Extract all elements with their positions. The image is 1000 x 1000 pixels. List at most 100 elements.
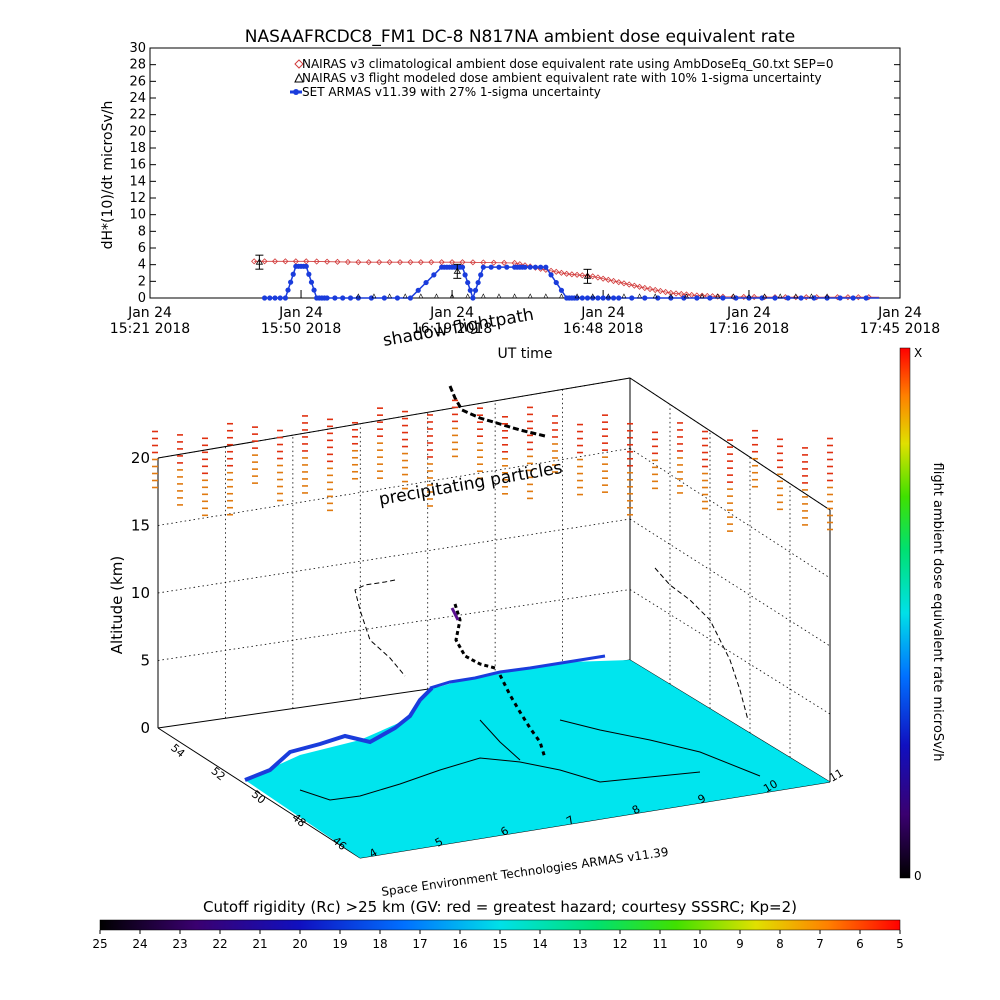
climatological-point	[396, 259, 404, 266]
perspective-grid	[157, 377, 831, 758]
climatological-point	[626, 281, 633, 288]
filled-circle-marker-icon	[293, 89, 299, 95]
y-tick-label: 26	[129, 74, 146, 89]
climatological-point	[334, 258, 341, 265]
x-tick-label-date: Jan 24	[127, 305, 172, 321]
climatological-point	[292, 258, 299, 265]
armas-point	[285, 287, 291, 293]
armas-point	[785, 295, 791, 301]
climatological-point	[605, 276, 612, 283]
climatological-point	[355, 259, 362, 266]
y-tick-label: 8	[138, 224, 146, 239]
armas-point	[707, 295, 713, 301]
flight-modeled-point	[255, 258, 264, 265]
y-tick-label: 6	[138, 241, 146, 256]
bottom-colorbar-tick-label: 19	[332, 937, 347, 951]
altitude-tick-label: 15	[131, 517, 150, 535]
armas-point	[431, 272, 437, 278]
flight-track-high	[448, 385, 546, 438]
armas-point	[394, 295, 400, 301]
flight-modeled-baseline-point	[402, 293, 408, 299]
climatological-point	[558, 269, 565, 276]
climatological-point	[610, 277, 617, 285]
climatological-point	[417, 259, 424, 266]
bottom-colorbar-tick-label: 20	[292, 937, 307, 951]
bottom-colorbar-tick-label: 17	[412, 937, 427, 951]
armas-point	[303, 263, 309, 269]
climatological-point	[574, 271, 581, 278]
altitude-axis: 0 5 10 15 20	[131, 449, 150, 737]
climatological-point	[438, 259, 445, 266]
shadow-track-right	[654, 567, 749, 721]
armas-point	[472, 287, 479, 293]
armas-point	[595, 295, 601, 301]
x-tick-label-time: 16:48 2018	[563, 321, 643, 337]
armas-point	[347, 295, 354, 301]
armas-point	[462, 272, 468, 278]
flight-modeled-baseline-point	[543, 293, 549, 299]
climatological-point	[636, 283, 643, 290]
flight-modeled-baseline-point	[527, 293, 533, 299]
flight-modeled-baseline-point	[387, 293, 393, 299]
climatological-point	[501, 259, 508, 266]
grid-line-back-right	[629, 448, 831, 579]
flight-modeled-baseline-point	[480, 293, 486, 299]
altitude-axis-label: Altitude (km)	[108, 556, 126, 654]
legend-item-armas: SET ARMAS v11.39 with 27% 1-sigma uncert…	[290, 85, 601, 99]
altitude-tick-label: 10	[131, 584, 150, 602]
bottom-colorbar-tick-label: 5	[896, 937, 904, 951]
legend-label-armas: SET ARMAS v11.39 with 27% 1-sigma uncert…	[302, 85, 601, 99]
climatological-point	[344, 258, 351, 266]
armas-point	[558, 287, 565, 293]
longitude-tick-label: 10	[761, 777, 780, 795]
flight-modeled-baseline-point	[808, 293, 814, 299]
armas-point	[332, 295, 338, 301]
armas-point	[459, 264, 466, 270]
flight-modeled-baseline-point	[558, 293, 564, 299]
flight-modeled-baseline-point	[496, 293, 502, 299]
armas-point	[616, 295, 622, 301]
climatological-point	[657, 287, 664, 295]
armas-point	[311, 287, 317, 293]
armas-point	[504, 264, 510, 270]
armas-point	[261, 295, 268, 301]
y-tick-label: 20	[129, 124, 146, 139]
climatological-point	[563, 270, 570, 277]
grid-line-back-left	[157, 518, 631, 594]
armas-point	[553, 279, 559, 286]
climatological-point	[688, 291, 695, 299]
top-x-axis-label: UT time	[498, 346, 553, 362]
bottom-colorbar-tick-label: 10	[692, 937, 707, 951]
climatological-point	[271, 258, 279, 265]
bottom-colorbar-tick-label: 16	[452, 937, 467, 951]
legend-item-flight-modeled: NAIRAS v3 flight modeled dose ambient eq…	[294, 71, 822, 85]
armas-point	[277, 295, 283, 301]
annotation-precipitating-particles: precipitating particles	[377, 458, 564, 510]
armas-point	[527, 264, 533, 270]
y-tick-label: 30	[129, 41, 146, 56]
bottom-colorbar	[99, 919, 901, 931]
armas-point	[423, 279, 429, 286]
climatological-line	[254, 260, 880, 298]
flight-modeled-baseline-point	[652, 293, 658, 299]
armas-point	[324, 295, 330, 301]
bottom-colorbar-tick-label: 23	[172, 937, 187, 951]
armas-point	[837, 295, 843, 301]
armas-point	[538, 264, 544, 270]
flight-modeled-baseline-point	[621, 293, 627, 299]
grid-line-back-right	[629, 518, 831, 647]
armas-point	[475, 279, 481, 286]
altitude-tick-label: 5	[140, 652, 150, 670]
armas-point	[340, 295, 346, 301]
y-tick-label: 2	[138, 274, 146, 289]
flight-modeled-point	[453, 267, 461, 274]
flight-modeled-baseline-point	[746, 293, 752, 299]
climatological-point	[844, 294, 851, 301]
climatological-point	[667, 289, 674, 297]
grid-line-back-left	[157, 377, 631, 459]
climatological-point	[313, 258, 320, 265]
armas-point	[290, 271, 296, 277]
